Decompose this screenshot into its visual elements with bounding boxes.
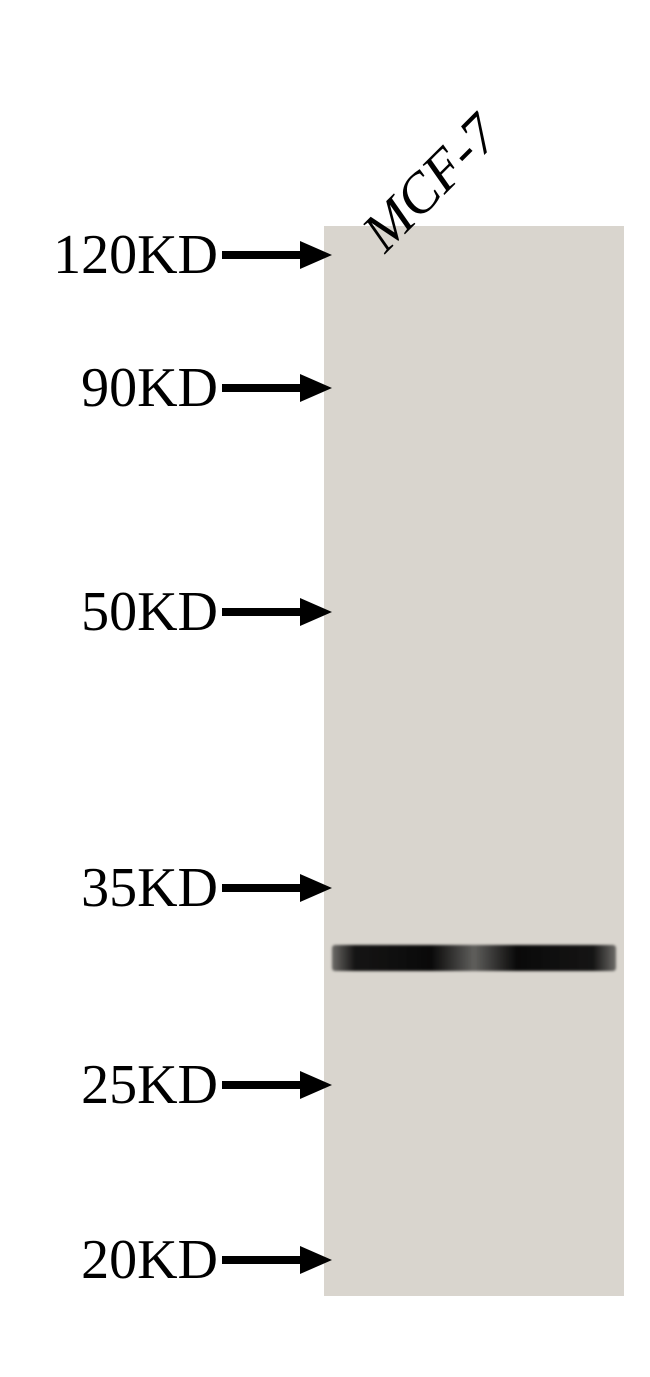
protein-band bbox=[332, 945, 616, 971]
gel-lane bbox=[324, 226, 624, 1296]
arrow-right-icon bbox=[222, 1246, 332, 1274]
marker-label: 35KD bbox=[28, 856, 218, 920]
marker-row: 120KD bbox=[28, 227, 332, 283]
blot-figure: MCF-7 120KD90KD50KD35KD25KD20KD bbox=[0, 0, 650, 1377]
marker-label: 90KD bbox=[28, 356, 218, 420]
arrow-right-icon bbox=[222, 1071, 332, 1099]
arrow-right-icon bbox=[222, 598, 332, 626]
marker-row: 25KD bbox=[28, 1057, 332, 1113]
marker-row: 35KD bbox=[28, 860, 332, 916]
marker-row: 50KD bbox=[28, 584, 332, 640]
marker-label: 25KD bbox=[28, 1053, 218, 1117]
marker-row: 90KD bbox=[28, 360, 332, 416]
arrow-right-icon bbox=[222, 241, 332, 269]
marker-label: 120KD bbox=[28, 223, 218, 287]
marker-label: 50KD bbox=[28, 580, 218, 644]
marker-row: 20KD bbox=[28, 1232, 332, 1288]
arrow-right-icon bbox=[222, 874, 332, 902]
marker-label: 20KD bbox=[28, 1228, 218, 1292]
arrow-right-icon bbox=[222, 374, 332, 402]
